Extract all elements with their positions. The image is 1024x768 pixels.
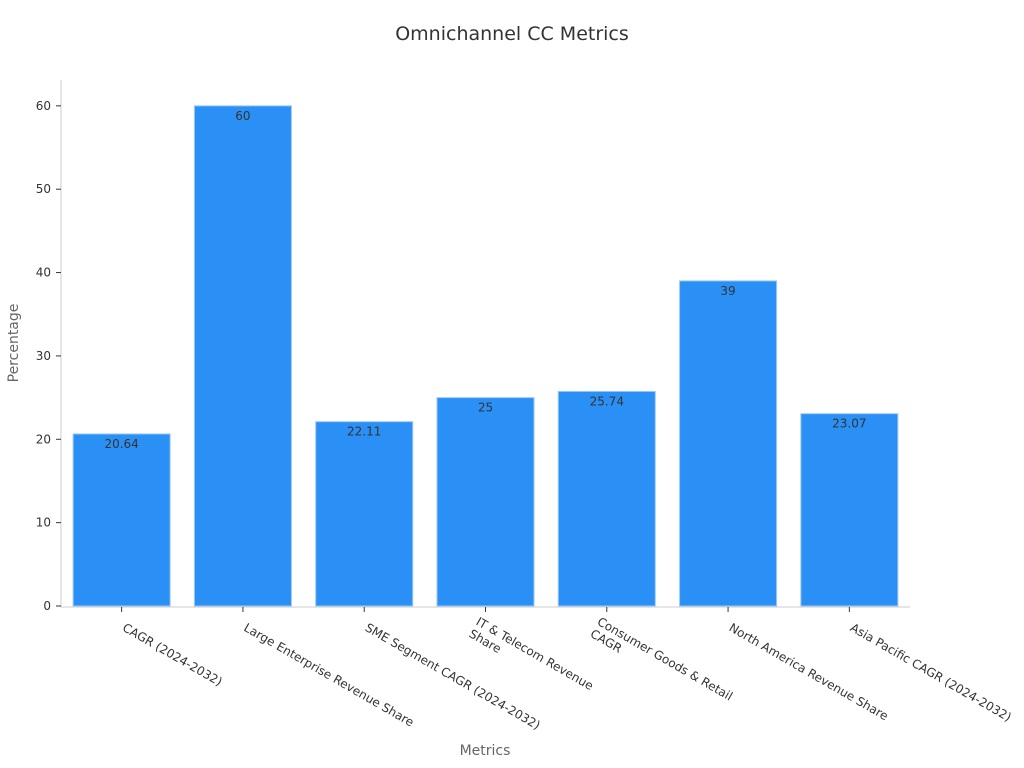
- data-label: 25: [478, 401, 493, 415]
- y-tick-label: 30: [36, 349, 51, 363]
- data-label: 25.74: [590, 394, 624, 408]
- data-label: 22.11: [347, 425, 381, 439]
- data-label: 60: [235, 109, 250, 123]
- bar: [800, 413, 899, 607]
- data-label: 39: [720, 284, 735, 298]
- x-tick-label: Consumer Goods & RetailCAGR: [588, 614, 735, 715]
- y-tick-label: 50: [36, 182, 51, 196]
- bar: [72, 433, 171, 607]
- data-label: 20.64: [104, 437, 138, 451]
- x-axis-label: Metrics: [460, 743, 511, 759]
- y-tick-label: 0: [43, 599, 51, 613]
- x-tick-label: CAGR (2024-2032): [120, 620, 225, 688]
- bar: [679, 280, 778, 607]
- bar: [436, 397, 535, 607]
- bar: [315, 421, 414, 607]
- data-label: 23.07: [832, 417, 866, 431]
- y-tick-label: 10: [36, 516, 51, 530]
- y-tick-label: 20: [36, 432, 51, 446]
- y-tick-label: 40: [36, 266, 51, 280]
- bar: [193, 105, 292, 607]
- y-tick-label: 60: [36, 99, 51, 113]
- bar: [557, 390, 656, 607]
- chart-title: Omnichannel CC Metrics: [395, 23, 629, 45]
- y-axis-label: Percentage: [6, 304, 22, 383]
